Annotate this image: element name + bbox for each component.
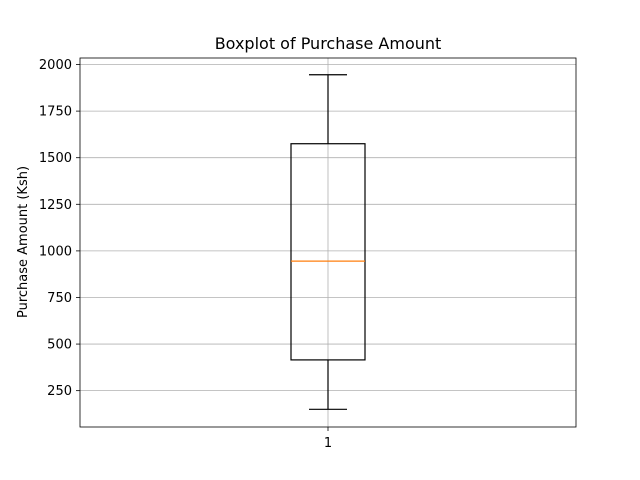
- y-tick-label: 2000: [39, 58, 72, 73]
- x-tick-label: 1: [324, 436, 332, 451]
- axes: 250 500 750 1000 1250 1500 1750 2000 1: [39, 57, 577, 451]
- chart-title: Boxplot of Purchase Amount: [215, 34, 442, 53]
- plot-frame: [79, 57, 577, 428]
- y-axis-label: Purchase Amount (Ksh): [16, 166, 31, 318]
- y-tick-label: 1250: [39, 198, 72, 213]
- y-tick-label: 750: [47, 291, 72, 306]
- grid-lines: [80, 58, 576, 427]
- box-layer: [290, 74, 366, 410]
- iqr-box: [290, 143, 366, 361]
- y-tick-label: 1000: [39, 244, 72, 259]
- y-tick-label: 500: [47, 338, 72, 353]
- y-tick-label: 1500: [39, 151, 72, 166]
- y-tick-label: 1750: [39, 105, 72, 120]
- y-tick-label: 250: [47, 384, 72, 399]
